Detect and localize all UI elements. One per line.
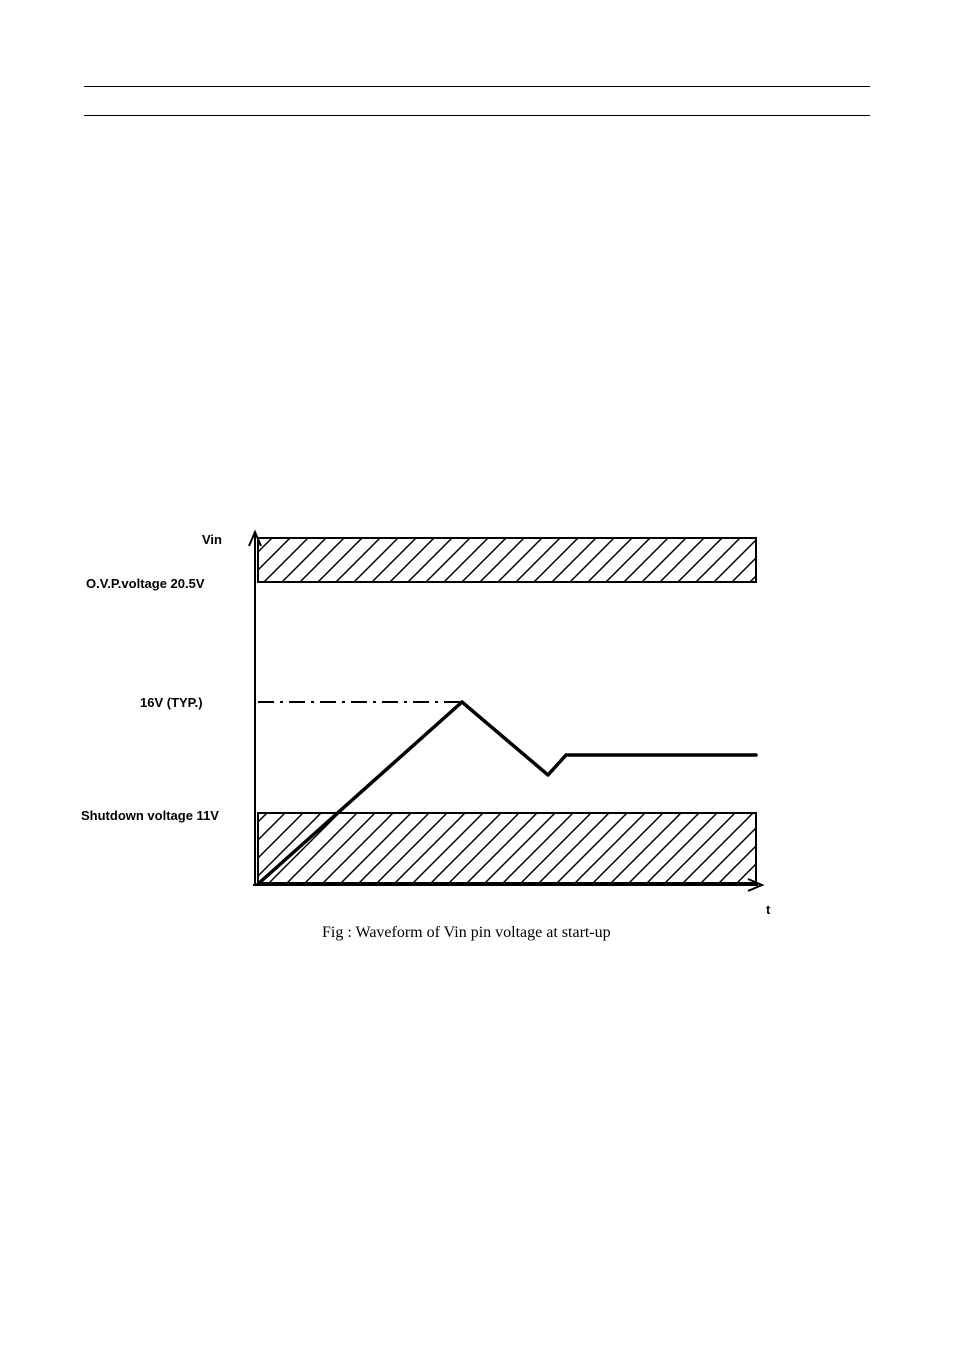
y-axis-title: Vin: [202, 532, 222, 547]
x-axis-title: t: [766, 902, 770, 917]
figure-caption: Fig : Waveform of Vin pin voltage at sta…: [322, 924, 611, 942]
typ-label: 16V (TYP.): [140, 695, 203, 710]
ovp-label: O.V.P.voltage 20.5V: [86, 576, 205, 591]
shutdown-label: Shutdown voltage 11V: [81, 808, 219, 823]
ovp-band: [258, 538, 756, 582]
waveform-chart: [0, 0, 954, 1349]
shutdown-band: [258, 813, 756, 883]
